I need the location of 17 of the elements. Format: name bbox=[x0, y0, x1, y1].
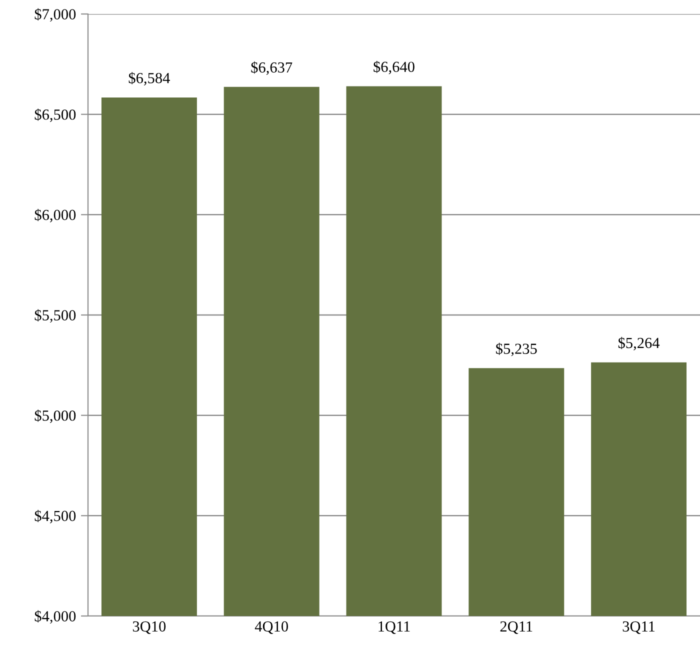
x-tick-label: 1Q11 bbox=[378, 621, 410, 634]
x-tick-label: 3Q10 bbox=[132, 621, 166, 634]
y-tick-label: $4,500 bbox=[34, 510, 76, 524]
data-label: $5,235 bbox=[496, 342, 537, 356]
y-tick-label: $7,000 bbox=[34, 8, 76, 22]
y-tick-label: $6,500 bbox=[34, 108, 76, 122]
y-tick-label: $5,000 bbox=[34, 410, 76, 423]
x-tick-label: 4Q10 bbox=[254, 621, 288, 634]
x-tick-label: 2Q11 bbox=[500, 621, 532, 634]
data-label: $6,640 bbox=[374, 60, 414, 74]
y-tick-label: $4,000 bbox=[34, 610, 76, 624]
x-tick-label: 3Q11 bbox=[622, 621, 655, 634]
data-label: $6,584 bbox=[128, 72, 170, 86]
y-tick-label: $5,500 bbox=[34, 309, 76, 323]
data-label: $5,264 bbox=[618, 336, 660, 350]
y-tick-label: $6,000 bbox=[34, 208, 76, 222]
data-label: $6,637 bbox=[251, 61, 292, 75]
